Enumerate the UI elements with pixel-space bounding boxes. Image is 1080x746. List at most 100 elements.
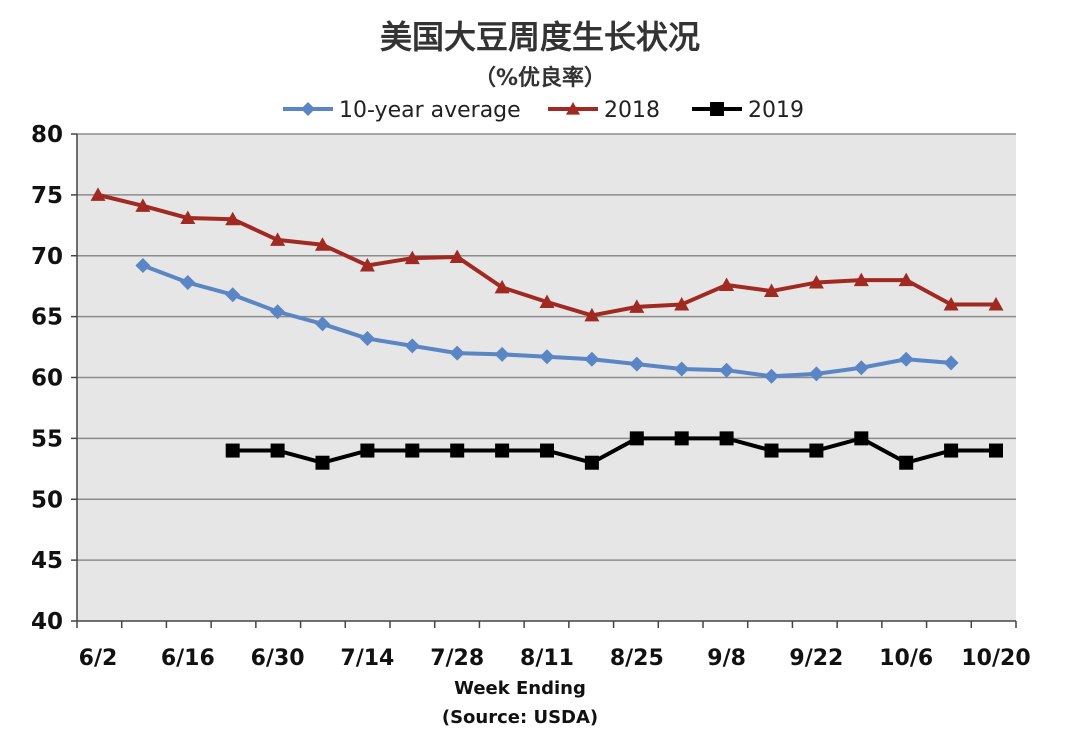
data-point-diamond xyxy=(315,316,330,332)
data-point-diamond xyxy=(359,331,375,347)
data-point-square xyxy=(809,443,824,458)
data-point-triangle xyxy=(539,294,555,309)
data-point-diamond xyxy=(674,361,690,377)
data-point-square xyxy=(405,443,420,458)
data-point-square xyxy=(270,443,285,458)
data-point-square xyxy=(584,455,599,470)
data-point-triangle xyxy=(674,296,690,311)
legend-item: 2018 xyxy=(548,98,660,123)
data-point-triangle xyxy=(225,211,241,226)
data-point-square xyxy=(944,443,959,458)
data-point-triangle xyxy=(808,275,824,289)
data-point-diamond xyxy=(494,346,510,362)
y-tick-label: 65 xyxy=(31,305,63,331)
data-point-diamond xyxy=(943,355,959,371)
data-point-triangle xyxy=(359,257,375,272)
source-note: (Source: USDA) xyxy=(442,707,598,728)
y-tick-label: 50 xyxy=(31,487,63,513)
y-tick-label: 45 xyxy=(31,548,63,574)
data-point-diamond xyxy=(180,275,196,291)
series-line xyxy=(232,436,996,465)
x-tick-label: 8/25 xyxy=(610,646,664,671)
x-tick-label: 6/2 xyxy=(79,646,118,671)
chart-subtitle: （%优良率） xyxy=(473,66,607,91)
x-tick-label: 10/6 xyxy=(879,646,933,671)
x-tick-label: 6/30 xyxy=(251,646,305,671)
series-group xyxy=(90,187,1004,470)
data-point-diamond xyxy=(629,356,645,372)
data-point-triangle xyxy=(629,299,645,313)
data-point-triangle xyxy=(853,272,869,287)
x-axis-ticks: 6/2 6/16 6/30 7/14 7/28 8/11 8/25 9/8 9/22 10/6 10… xyxy=(79,646,1031,671)
data-point-diamond xyxy=(225,287,241,303)
data-point-triangle xyxy=(404,250,420,265)
y-tick-label: 40 xyxy=(31,609,63,635)
data-point-diamond xyxy=(404,338,420,354)
legend-label: 10-year average xyxy=(339,98,521,123)
y-tick-label: 70 xyxy=(31,244,63,270)
x-tick-label: 7/14 xyxy=(340,646,394,671)
legend-label: 2019 xyxy=(748,98,804,123)
data-point-square xyxy=(719,431,734,446)
data-point-diamond xyxy=(539,349,555,365)
data-point-triangle xyxy=(270,232,286,246)
series-2019 xyxy=(225,431,1003,470)
x-tick-label: 9/22 xyxy=(789,646,843,671)
y-axis-ticks: 40 45 50 55 60 65 70 75 80 xyxy=(31,122,63,635)
gridlines xyxy=(77,133,1016,561)
data-point-triangle xyxy=(449,249,465,263)
data-point-diamond xyxy=(808,366,824,382)
data-point-triangle xyxy=(898,272,914,287)
x-tick-label: 10/20 xyxy=(961,646,1030,671)
data-point-square xyxy=(899,455,914,470)
x-tick-label: 7/28 xyxy=(430,646,484,671)
x-tick-label: 6/16 xyxy=(161,646,215,671)
data-point-triangle xyxy=(180,210,196,225)
data-point-triangle xyxy=(764,283,779,298)
data-point-triangle xyxy=(988,296,1004,311)
data-point-triangle xyxy=(315,237,330,251)
series-10-year-average xyxy=(135,257,959,384)
series-2018 xyxy=(90,187,1004,322)
data-point-diamond xyxy=(584,351,600,367)
data-point-square xyxy=(540,443,554,458)
data-point-diamond xyxy=(449,345,465,361)
data-point-triangle xyxy=(584,307,600,322)
data-point-square xyxy=(360,443,375,458)
data-point-triangle xyxy=(943,296,959,311)
data-point-triangle xyxy=(566,102,580,115)
data-point-diamond xyxy=(719,362,735,378)
y-tick-label: 55 xyxy=(31,426,63,452)
axes xyxy=(71,133,1017,628)
data-point-diamond xyxy=(898,351,914,367)
data-point-square xyxy=(854,431,869,446)
data-point-square xyxy=(989,443,1003,458)
data-point-triangle xyxy=(494,279,510,294)
data-point-square xyxy=(450,443,465,458)
data-point-square xyxy=(629,431,644,446)
y-tick-label: 80 xyxy=(31,122,63,148)
x-axis-label: Week Ending xyxy=(454,678,586,699)
data-point-diamond xyxy=(135,257,151,273)
data-point-square xyxy=(674,431,689,446)
legend: 10-year average 2018 2019 xyxy=(283,98,804,123)
data-point-square xyxy=(315,455,330,470)
data-point-square xyxy=(764,443,779,458)
data-point-diamond xyxy=(270,304,286,320)
x-tick-label: 8/11 xyxy=(520,646,574,671)
data-point-diamond xyxy=(853,360,869,376)
legend-label: 2018 xyxy=(604,98,660,123)
x-tick-label: 9/8 xyxy=(707,646,746,671)
y-tick-label: 75 xyxy=(31,183,63,209)
data-point-triangle xyxy=(90,187,106,201)
legend-item: 10-year average xyxy=(283,98,521,123)
y-tick-label: 60 xyxy=(31,366,63,392)
data-point-square xyxy=(710,102,724,116)
legend-item: 2019 xyxy=(692,98,804,123)
data-point-diamond xyxy=(301,102,315,116)
data-point-square xyxy=(225,443,240,458)
chart-title: 美国大豆周度生长状况 xyxy=(379,18,700,56)
data-point-triangle xyxy=(719,277,735,291)
data-point-square xyxy=(495,443,510,458)
